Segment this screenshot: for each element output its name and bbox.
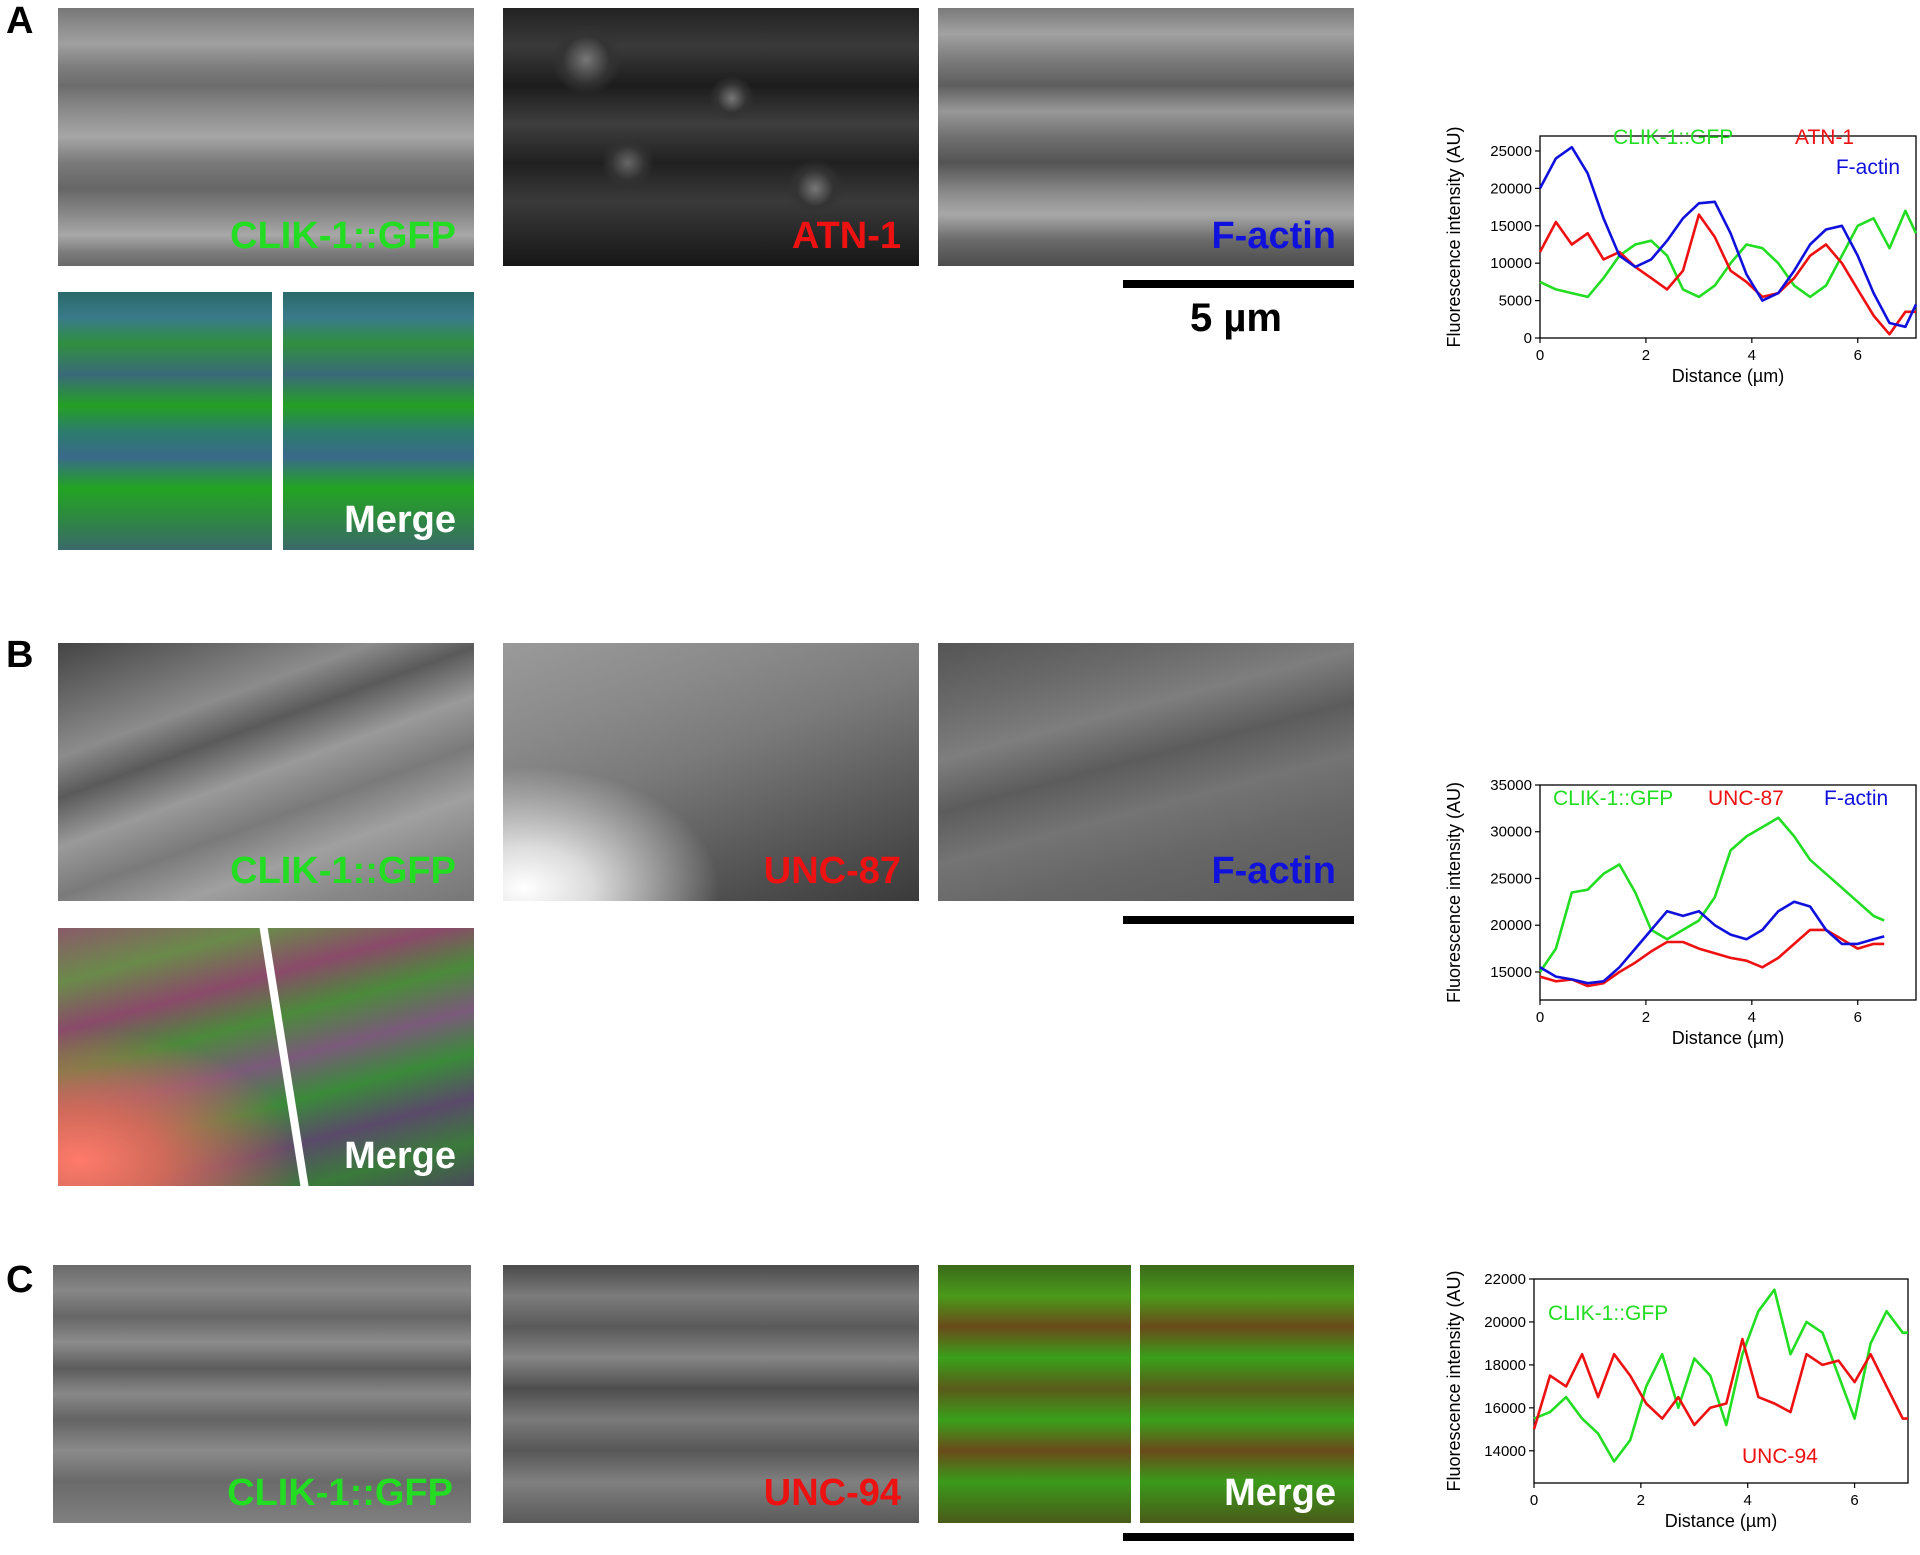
legend-label-3: F-actin — [1836, 156, 1900, 179]
label-b-merge: Merge — [344, 1135, 456, 1177]
legend-label-2: UNC-87 — [1708, 787, 1784, 810]
panel-letter-a: A — [6, 0, 34, 42]
x-tick-label: 2 — [1642, 347, 1650, 364]
x-tick-label: 2 — [1637, 1492, 1645, 1509]
x-axis-label: Distance (µm) — [1672, 366, 1784, 386]
panel-letter-b: B — [6, 634, 34, 676]
micrograph-b-factin: F-actin — [938, 643, 1354, 901]
x-tick-label: 0 — [1536, 347, 1544, 364]
chart-b: 15000 20000 25000 30000 35000 0 2 4 6 Distance (µ… — [1444, 777, 1917, 1048]
series-line-1 — [1538, 816, 1885, 973]
y-tick-label: 20000 — [1490, 180, 1532, 197]
series-line-2 — [1532, 1337, 1908, 1430]
plot-frame — [1539, 784, 1917, 1001]
label-a-factin: F-actin — [1211, 215, 1336, 257]
x-tick-label: 6 — [1854, 1009, 1862, 1026]
y-tick-label: 20000 — [1490, 917, 1532, 934]
y-tick-label: 22000 — [1484, 1271, 1526, 1288]
legend-label-1: CLIK-1::GFP — [1553, 787, 1673, 810]
scale-bar-b — [1123, 916, 1354, 924]
merge-c-left — [938, 1265, 1131, 1523]
y-axis-label: Fluorescence intensity (AU) — [1444, 1270, 1464, 1491]
micrograph-a-clik1: CLIK-1::GFP — [58, 8, 474, 266]
y-tick-label: 35000 — [1490, 777, 1532, 794]
label-a-atn1: ATN-1 — [791, 215, 901, 257]
micrograph-c-unc94: UNC-94 — [503, 1265, 919, 1523]
y-axis-label: Fluorescence intensity (AU) — [1444, 126, 1464, 347]
label-b-clik1: CLIK-1::GFP — [230, 850, 456, 892]
legend-label-2: UNC-94 — [1742, 1445, 1818, 1468]
label-a-merge: Merge — [344, 499, 456, 541]
y-tick-label: 0 — [1524, 330, 1532, 347]
line-scan-marker — [258, 928, 310, 1186]
x-tick-label: 4 — [1748, 347, 1756, 364]
plot-frame — [1539, 135, 1917, 339]
label-b-unc87: UNC-87 — [763, 850, 901, 892]
micrograph-a-atn1: ATN-1 — [503, 8, 919, 266]
micrograph-c-clik1: CLIK-1::GFP — [53, 1265, 471, 1523]
y-tick-label: 5000 — [1499, 293, 1532, 310]
plot-frame — [1533, 1278, 1909, 1484]
x-tick-label: 2 — [1642, 1009, 1650, 1026]
legend-label-1: CLIK-1::GFP — [1548, 1302, 1668, 1325]
x-tick-label: 4 — [1748, 1009, 1756, 1026]
label-b-factin: F-actin — [1211, 850, 1336, 892]
y-axis-label: Fluorescence intensity (AU) — [1444, 782, 1464, 1003]
series-line-2 — [1539, 928, 1885, 988]
y-tick-label: 30000 — [1490, 824, 1532, 841]
y-tick-label: 14000 — [1484, 1443, 1526, 1460]
y-tick-label: 15000 — [1490, 218, 1532, 235]
x-tick-label: 0 — [1536, 1009, 1544, 1026]
chart-c: 14000 16000 18000 20000 22000 0 2 4 6 Distance (µ… — [1444, 1270, 1909, 1531]
label-a-clik1: CLIK-1::GFP — [230, 215, 456, 257]
series-line-2 — [1538, 213, 1916, 336]
panel-letter-c: C — [6, 1259, 34, 1301]
legend-label-1: CLIK-1::GFP — [1613, 126, 1733, 149]
x-tick-label: 6 — [1854, 347, 1862, 364]
series-line-1 — [1539, 209, 1918, 299]
y-tick-label: 25000 — [1490, 870, 1532, 887]
x-tick-label: 4 — [1744, 1492, 1752, 1509]
y-tick-label: 25000 — [1490, 143, 1532, 160]
y-tick-label: 15000 — [1490, 964, 1532, 981]
merge-a-right: Merge — [283, 292, 474, 550]
merge-a-left — [58, 292, 272, 550]
chart-a: 0 5000 10000 15000 20000 25000 0 2 4 6 Distance (µ… — [1444, 126, 1918, 386]
x-axis-label: Distance (µm) — [1672, 1028, 1784, 1048]
y-tick-label: 18000 — [1484, 1357, 1526, 1374]
micrograph-a-factin: F-actin — [938, 8, 1354, 266]
legend-label-3: F-actin — [1824, 787, 1888, 810]
series-line-1 — [1533, 1288, 1908, 1463]
scale-bar-a — [1123, 280, 1354, 288]
label-c-merge: Merge — [1224, 1472, 1336, 1514]
x-tick-label: 0 — [1530, 1492, 1538, 1509]
series-line-3 — [1538, 145, 1918, 329]
y-tick-label: 10000 — [1490, 255, 1532, 272]
legend-label-2: ATN-1 — [1795, 126, 1854, 149]
merge-c-right: Merge — [1140, 1265, 1354, 1523]
scale-label-a: 5 µm — [1190, 296, 1282, 340]
y-tick-label: 16000 — [1484, 1400, 1526, 1417]
label-c-clik1: CLIK-1::GFP — [227, 1472, 453, 1514]
x-tick-label: 6 — [1850, 1492, 1858, 1509]
x-axis-label: Distance (µm) — [1665, 1511, 1777, 1531]
label-c-unc94: UNC-94 — [763, 1472, 901, 1514]
merge-b: Merge — [58, 928, 474, 1186]
micrograph-b-clik1: CLIK-1::GFP — [58, 643, 474, 901]
series-line-3 — [1539, 900, 1885, 985]
y-tick-label: 20000 — [1484, 1314, 1526, 1331]
scale-bar-c — [1123, 1533, 1354, 1541]
micrograph-b-unc87: UNC-87 — [503, 643, 919, 901]
